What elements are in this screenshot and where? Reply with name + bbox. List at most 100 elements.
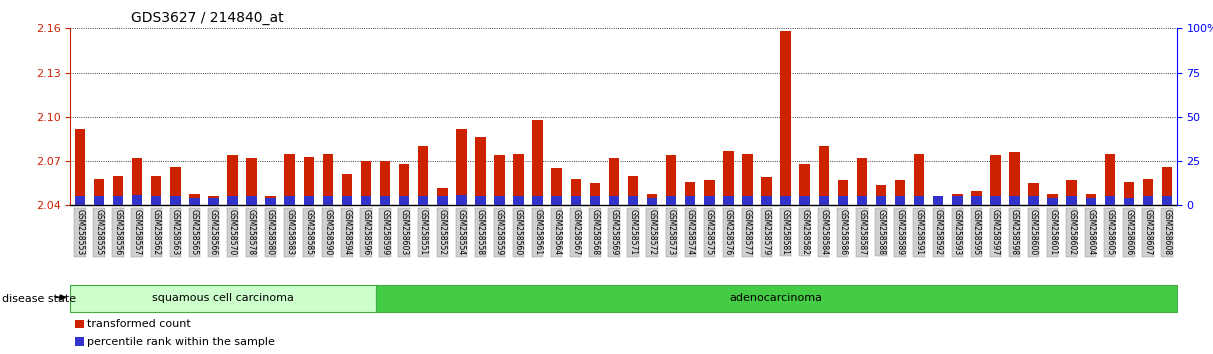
Bar — [399, 196, 409, 205]
Bar — [856, 158, 867, 205]
Text: GSM258602: GSM258602 — [1067, 209, 1076, 256]
Bar — [609, 196, 619, 205]
Bar — [266, 196, 275, 205]
Bar — [838, 196, 848, 205]
Bar — [150, 176, 161, 205]
Bar — [590, 196, 600, 205]
Text: GSM258558: GSM258558 — [475, 209, 485, 256]
Bar — [838, 180, 848, 205]
Bar — [762, 196, 771, 205]
Bar — [647, 194, 657, 205]
Bar — [552, 196, 562, 205]
Text: GSM258554: GSM258554 — [457, 209, 466, 256]
Bar — [742, 154, 753, 205]
Text: GSM258574: GSM258574 — [685, 209, 695, 256]
Bar — [209, 196, 218, 205]
Text: GSM258583: GSM258583 — [285, 209, 295, 256]
Text: GSM258603: GSM258603 — [399, 209, 409, 256]
Text: GSM258588: GSM258588 — [877, 209, 885, 255]
Bar — [742, 196, 753, 205]
Bar — [380, 196, 391, 205]
Bar — [628, 196, 638, 205]
Bar — [666, 196, 677, 205]
Bar — [1009, 196, 1020, 205]
Bar — [1143, 179, 1154, 205]
Bar — [360, 196, 371, 205]
Bar — [170, 167, 181, 205]
Text: GSM258555: GSM258555 — [95, 209, 103, 256]
Text: GSM258586: GSM258586 — [838, 209, 848, 256]
Bar — [132, 195, 142, 205]
Bar — [285, 154, 295, 205]
Bar — [1086, 194, 1097, 205]
Text: GSM258562: GSM258562 — [152, 209, 160, 256]
Bar — [227, 196, 238, 205]
Bar — [285, 196, 295, 205]
Bar — [399, 164, 409, 205]
Text: GSM258582: GSM258582 — [801, 209, 809, 255]
Bar — [1105, 154, 1115, 205]
Text: GSM258591: GSM258591 — [915, 209, 923, 256]
Text: GSM258580: GSM258580 — [266, 209, 275, 256]
Text: GSM258605: GSM258605 — [1105, 209, 1115, 256]
Bar — [913, 196, 924, 205]
Bar — [437, 196, 448, 205]
Bar — [647, 198, 657, 205]
Bar — [856, 196, 867, 205]
Text: GSM258565: GSM258565 — [189, 209, 199, 256]
Text: squamous cell carcinoma: squamous cell carcinoma — [152, 293, 294, 303]
Bar — [132, 158, 142, 205]
Text: GSM258553: GSM258553 — [75, 209, 85, 256]
Bar — [456, 195, 467, 205]
Text: GSM258594: GSM258594 — [342, 209, 352, 256]
Bar — [552, 169, 562, 205]
Bar — [1123, 182, 1134, 205]
Bar — [437, 188, 448, 205]
Bar — [799, 164, 810, 205]
Bar — [1047, 198, 1058, 205]
Bar — [704, 180, 714, 205]
Text: GSM258552: GSM258552 — [438, 209, 446, 256]
Bar — [990, 196, 1001, 205]
Text: GSM258563: GSM258563 — [171, 209, 180, 256]
Text: GSM258596: GSM258596 — [361, 209, 370, 256]
Bar — [75, 320, 84, 328]
Bar — [494, 155, 505, 205]
Bar — [799, 196, 810, 205]
Text: GSM258600: GSM258600 — [1029, 209, 1038, 256]
Text: transformed count: transformed count — [87, 319, 192, 329]
Bar — [189, 194, 200, 205]
Bar — [380, 161, 391, 205]
Bar — [590, 183, 600, 205]
Text: GSM258606: GSM258606 — [1124, 209, 1133, 256]
Bar — [1047, 194, 1058, 205]
Bar — [933, 196, 944, 205]
Text: percentile rank within the sample: percentile rank within the sample — [87, 337, 275, 347]
Text: GSM258607: GSM258607 — [1144, 209, 1152, 256]
Bar — [780, 31, 791, 205]
Bar — [170, 196, 181, 205]
Bar — [1009, 152, 1020, 205]
Bar — [1162, 196, 1172, 205]
Text: GSM258608: GSM258608 — [1162, 209, 1172, 256]
Text: GSM258604: GSM258604 — [1087, 209, 1095, 256]
Bar — [1086, 198, 1097, 205]
Bar — [570, 196, 581, 205]
Text: GSM258566: GSM258566 — [209, 209, 218, 256]
Bar — [895, 196, 905, 205]
Bar — [819, 146, 828, 205]
Bar — [895, 180, 905, 205]
Text: GSM258598: GSM258598 — [1010, 209, 1019, 256]
Bar — [1029, 183, 1038, 205]
Bar — [972, 196, 981, 205]
Bar — [685, 196, 695, 205]
FancyBboxPatch shape — [70, 285, 376, 312]
FancyBboxPatch shape — [376, 285, 1177, 312]
Text: GSM258556: GSM258556 — [114, 209, 123, 256]
Text: GSM258559: GSM258559 — [495, 209, 505, 256]
Text: GSM258571: GSM258571 — [628, 209, 638, 256]
Bar — [628, 176, 638, 205]
Text: GDS3627 / 214840_at: GDS3627 / 214840_at — [131, 11, 284, 25]
Text: GSM258587: GSM258587 — [858, 209, 866, 256]
Bar — [93, 196, 104, 205]
